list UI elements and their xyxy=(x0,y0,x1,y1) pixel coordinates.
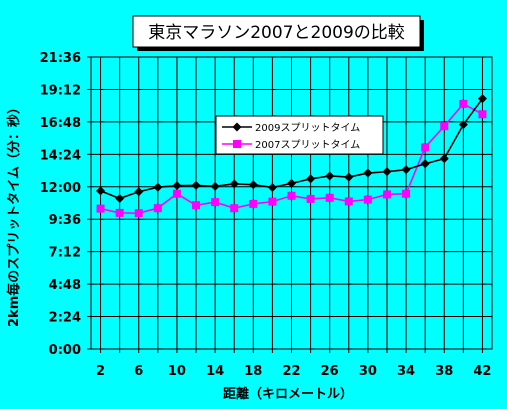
y-tick-label: 16:48 xyxy=(40,116,81,131)
legend: 2009スプリットタイム 2007スプリットタイム xyxy=(215,115,384,155)
data-point-square xyxy=(344,197,353,206)
x-tick-label: 14 xyxy=(206,364,224,379)
legend-label: 2007スプリットタイム xyxy=(255,139,360,151)
data-point-square xyxy=(96,204,105,213)
data-point-diamond xyxy=(153,182,163,192)
data-point-diamond xyxy=(172,181,182,191)
data-point-diamond xyxy=(344,172,354,182)
data-point-diamond xyxy=(477,94,487,104)
x-tick-label: 42 xyxy=(473,364,491,379)
data-point-square xyxy=(192,201,201,210)
data-point-diamond xyxy=(420,159,430,169)
y-tick-label: 9:36 xyxy=(49,213,81,228)
data-point-square xyxy=(440,122,449,131)
y-tick-label: 0:00 xyxy=(49,343,81,358)
data-point-diamond xyxy=(267,182,277,192)
data-point-diamond xyxy=(96,186,106,196)
data-point-square xyxy=(172,189,181,198)
data-point-diamond xyxy=(363,168,373,178)
data-point-diamond xyxy=(232,122,242,132)
series-2009 xyxy=(96,94,487,203)
y-tick-label: 4:48 xyxy=(49,278,81,293)
data-point-square xyxy=(459,99,468,108)
chart-title-box: 東京マラソン2007と2009の比較 xyxy=(132,15,424,51)
chart-title: 東京マラソン2007と2009の比較 xyxy=(148,23,405,43)
x-tick-label: 2 xyxy=(96,364,105,379)
data-point-diamond xyxy=(325,171,335,181)
data-point-diamond xyxy=(287,178,296,188)
data-point-square xyxy=(230,204,239,213)
data-point-square xyxy=(402,189,411,198)
data-point-square xyxy=(382,190,391,199)
y-tick-label: 12:00 xyxy=(40,181,81,196)
data-point-square xyxy=(325,193,334,202)
y-tick-label: 19:12 xyxy=(40,83,81,98)
data-point-square xyxy=(363,195,372,204)
x-tick-label: 34 xyxy=(397,364,415,379)
y-axis-title: 2km毎のスプリットタイム（分：秒） xyxy=(6,101,22,327)
series-layer xyxy=(96,94,487,218)
data-point-diamond xyxy=(134,187,144,197)
x-tick-label: 26 xyxy=(321,364,339,379)
data-point-square xyxy=(153,204,162,213)
x-axis-title: 距離（キロメートル） xyxy=(223,386,353,402)
data-point-diamond xyxy=(115,193,125,203)
data-point-square xyxy=(211,198,220,207)
y-tick-label: 2:24 xyxy=(49,311,81,326)
x-tick-label: 30 xyxy=(359,364,377,379)
data-point-diamond xyxy=(248,180,258,190)
data-point-square xyxy=(134,209,143,218)
data-point-square xyxy=(478,110,487,119)
data-point-square xyxy=(115,208,124,217)
data-point-diamond xyxy=(191,180,201,190)
data-point-diamond xyxy=(306,174,316,184)
y-tick-label: 14:24 xyxy=(40,148,81,163)
data-point-diamond xyxy=(382,167,392,177)
data-point-diamond xyxy=(439,154,449,164)
y-tick-label: 7:12 xyxy=(49,246,81,261)
y-tick-label: 21:36 xyxy=(40,51,81,66)
data-point-diamond xyxy=(458,120,468,130)
data-point-square xyxy=(287,191,296,200)
data-point-square xyxy=(268,197,277,206)
x-tick-label: 38 xyxy=(435,364,453,379)
data-point-square xyxy=(306,194,315,203)
series-2007 xyxy=(96,99,487,218)
data-point-diamond xyxy=(210,181,220,191)
title-box xyxy=(132,15,421,48)
x-tick-labels: 2 6 10 14 18 22 26 30 34 38 42 xyxy=(96,364,491,379)
data-point-square xyxy=(249,199,258,208)
x-tick-label: 22 xyxy=(282,364,300,379)
data-point-diamond xyxy=(401,165,411,175)
legend-box xyxy=(215,115,384,155)
data-point-diamond xyxy=(229,179,239,189)
data-point-square xyxy=(233,140,241,148)
y-tick-labels: 0:00 2:24 4:48 7:12 9:36 12:00 14:24 16:48 19:12… xyxy=(40,51,81,358)
legend-label: 2009スプリットタイム xyxy=(255,122,360,134)
x-tick-label: 10 xyxy=(168,364,186,379)
x-tick-label: 18 xyxy=(244,364,262,379)
data-point-square xyxy=(421,143,430,152)
x-tick-label: 6 xyxy=(134,364,143,379)
